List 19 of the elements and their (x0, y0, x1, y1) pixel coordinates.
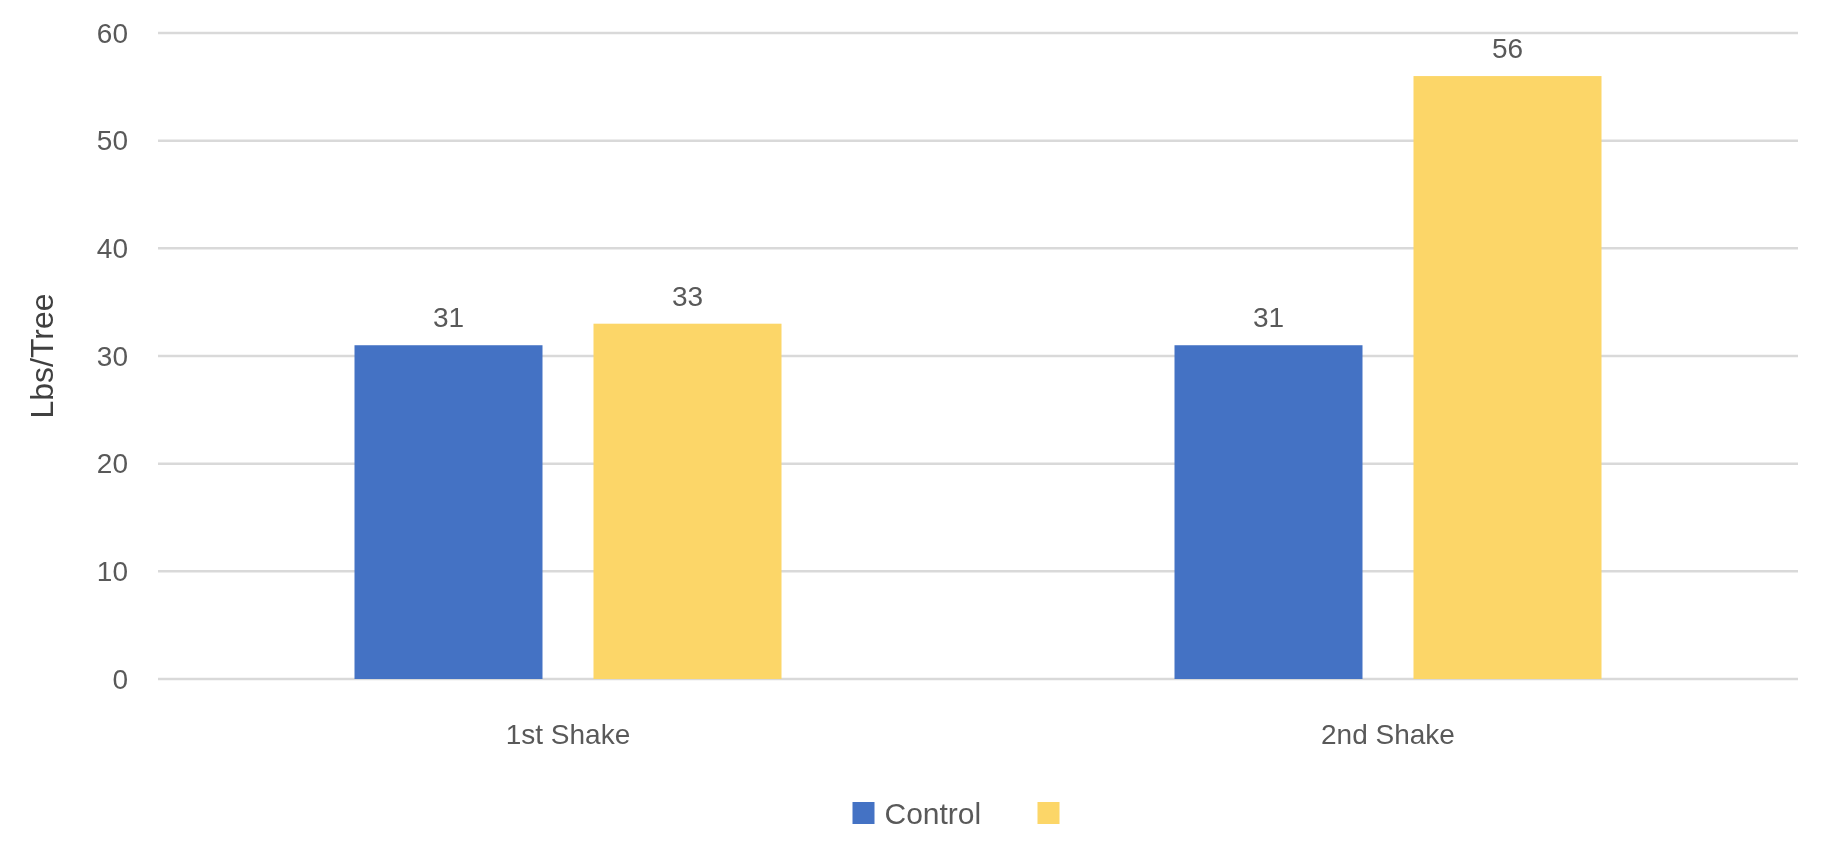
bar (1413, 76, 1602, 679)
data-label: 31 (1252, 302, 1285, 334)
y-tick-label: 10 (96, 556, 128, 588)
x-tick-label: 1st Shake (505, 719, 631, 750)
y-tick-label: 40 (96, 233, 128, 265)
y-tick-label: 50 (96, 125, 128, 157)
data-label: 33 (671, 280, 704, 312)
legend-label: Control (884, 796, 982, 830)
y-tick-label: 0 (112, 663, 128, 695)
y-tick-label: 30 (96, 340, 128, 372)
bar (593, 323, 782, 679)
bar (354, 345, 543, 679)
y-axis-title: Lbs/Tree (24, 293, 60, 419)
y-tick-label: 60 (96, 17, 128, 49)
data-label: 56 (1491, 33, 1524, 65)
data-label: 31 (432, 302, 465, 334)
x-tick-label: 2nd Shake (1321, 719, 1455, 750)
bar (1174, 345, 1363, 679)
y-tick-label: 20 (96, 448, 128, 480)
